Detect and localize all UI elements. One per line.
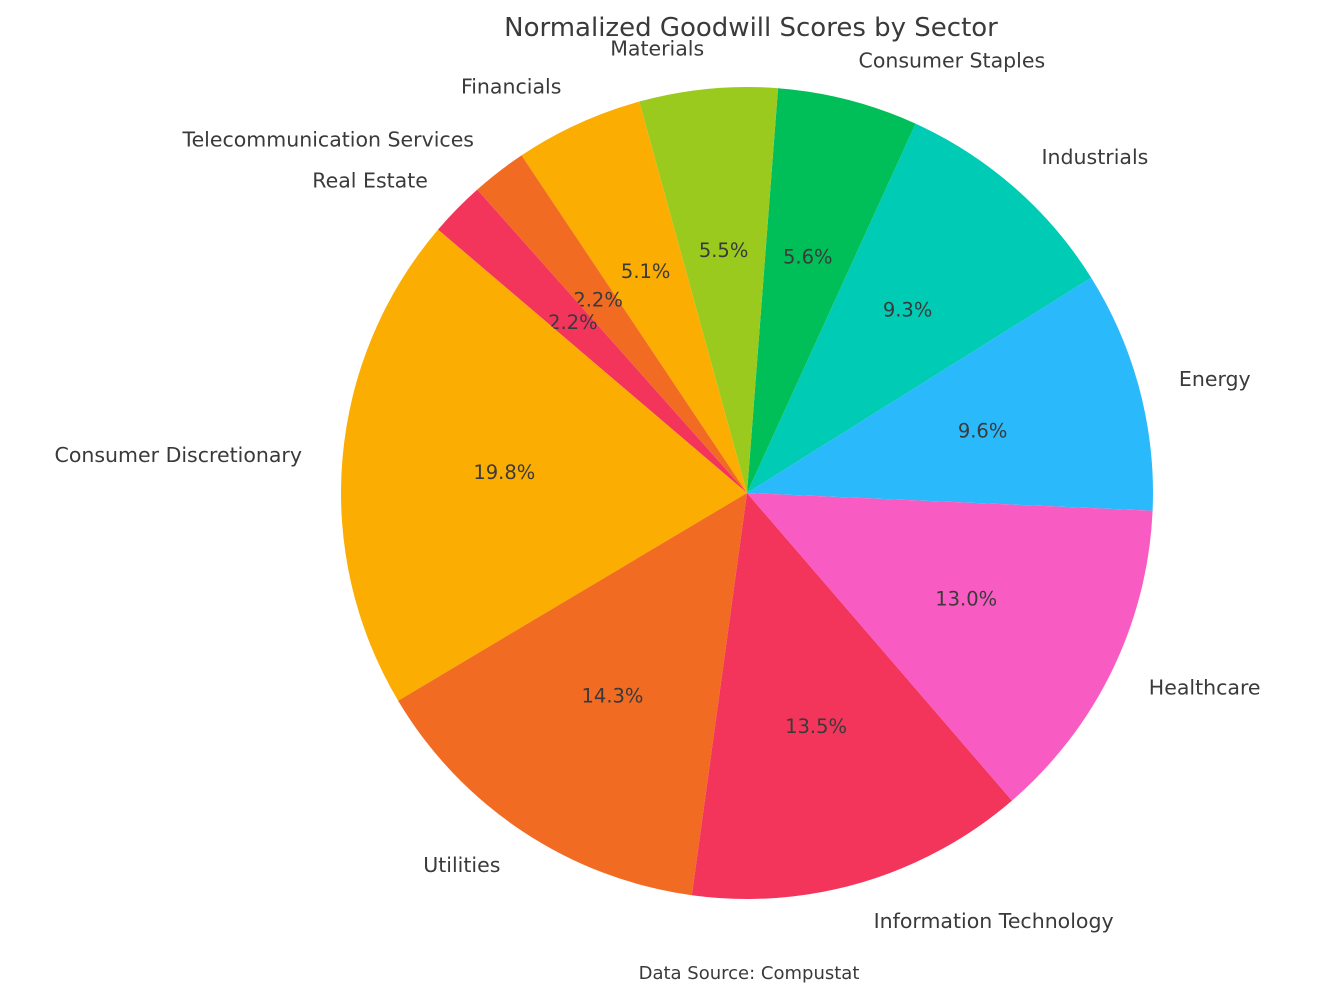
- pie-slice-utilities: [398, 493, 747, 896]
- slice-label-materials: Materials: [610, 36, 704, 60]
- data-source-note: Data Source: Compustat: [638, 963, 860, 984]
- pie-slice-telecommunication-services: [477, 155, 747, 494]
- slice-label-real-estate: Real Estate: [312, 168, 428, 192]
- slice-label-energy: Energy: [1179, 367, 1251, 391]
- slice-label-utilities: Utilities: [423, 853, 500, 877]
- pct-label-utilities: 14.3%: [582, 685, 644, 708]
- slice-label-healthcare: Healthcare: [1149, 676, 1261, 700]
- slice-label-telecommunication-services: Telecommunication Services: [182, 127, 474, 151]
- pct-label-energy: 9.6%: [958, 419, 1008, 442]
- pie-slice-industrials: [747, 123, 1092, 493]
- slice-label-consumer-staples: Consumer Staples: [859, 48, 1046, 72]
- slice-label-financials: Financials: [461, 75, 561, 99]
- pct-label-telecommunication-services: 2.2%: [573, 289, 623, 312]
- pie-slice-consumer-staples: [747, 88, 916, 493]
- pct-label-financials: 5.1%: [621, 260, 671, 283]
- pct-label-healthcare: 13.0%: [935, 588, 997, 611]
- pct-label-materials: 5.5%: [699, 239, 749, 262]
- pct-label-real-estate: 2.2%: [548, 311, 598, 334]
- pct-label-information-technology: 13.5%: [785, 715, 847, 738]
- pie-slice-information-technology: [691, 493, 1012, 900]
- slice-label-consumer-discretionary: Consumer Discretionary: [55, 443, 302, 467]
- pie-slice-real-estate: [438, 189, 747, 494]
- pie-slice-energy: [747, 277, 1153, 511]
- pie-slice-healthcare: [747, 493, 1153, 801]
- chart-title: Normalized Goodwill Scores by Sector: [504, 13, 998, 43]
- slice-label-industrials: Industrials: [1042, 145, 1149, 169]
- pct-label-consumer-staples: 5.6%: [783, 246, 833, 269]
- pct-label-industrials: 9.3%: [883, 298, 933, 321]
- slice-label-information-technology: Information Technology: [874, 909, 1114, 933]
- pct-label-consumer-discretionary: 19.8%: [473, 461, 535, 484]
- pie-slice-materials: [639, 86, 779, 493]
- pie-slice-consumer-discretionary: [340, 229, 747, 701]
- pie-slice-financials: [521, 101, 747, 493]
